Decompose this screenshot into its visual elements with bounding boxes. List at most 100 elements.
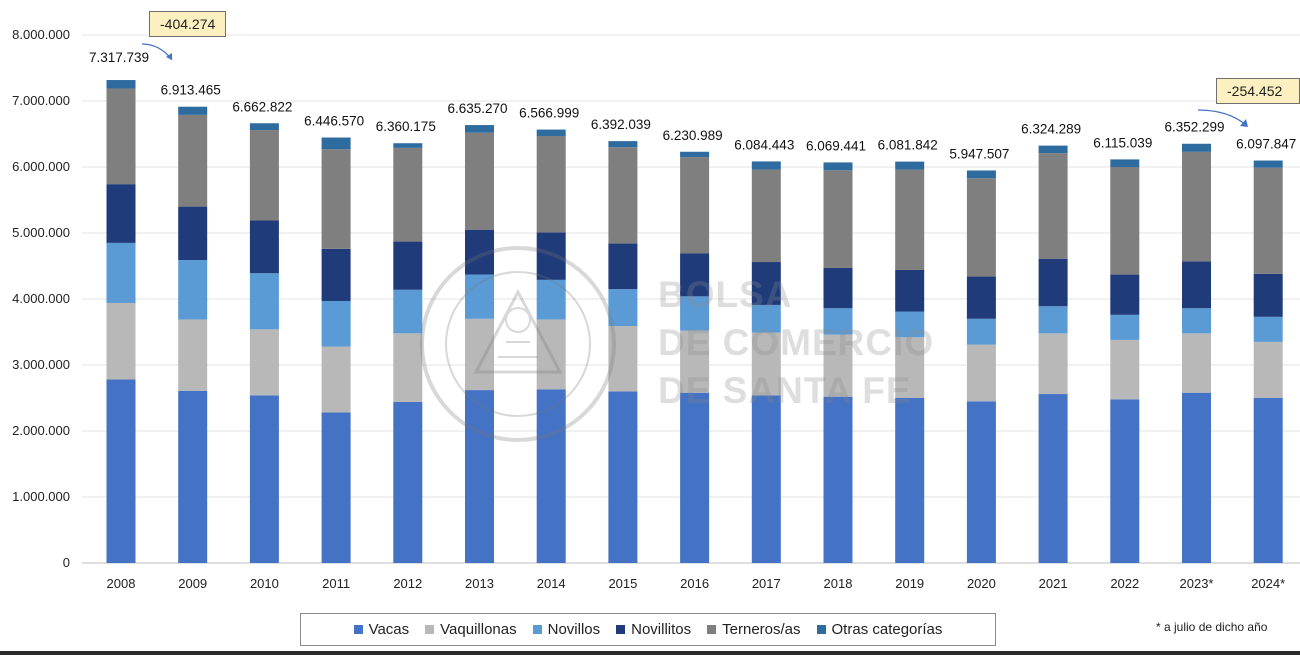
bar-segment — [178, 260, 208, 320]
legend-label: Vacas — [368, 621, 410, 638]
bar-segment — [823, 308, 853, 335]
bar-segment — [608, 289, 638, 327]
x-tick-label: 2009 — [178, 576, 207, 591]
bar-segment — [536, 389, 566, 563]
bar-segment — [823, 334, 853, 397]
bar-segment — [106, 184, 136, 243]
bar-segment — [608, 141, 638, 148]
bar-segment — [680, 151, 710, 158]
bar-segment — [680, 253, 710, 297]
bar-segment — [1038, 306, 1068, 334]
bar-segment — [536, 232, 566, 280]
legend-item-novillitos: Novillitos — [616, 621, 691, 638]
bar-segment — [608, 326, 638, 392]
bar-segment — [465, 274, 494, 319]
bar-segment — [249, 273, 279, 330]
bar-segment — [1182, 308, 1211, 334]
bar-segment — [1038, 394, 1068, 563]
bar-segment — [680, 157, 710, 254]
legend-swatch — [707, 625, 717, 634]
bar-segment — [249, 395, 279, 563]
callout-decrease-2008-2009: -404.274 — [149, 11, 227, 37]
y-tick-label: 6.000.000 — [12, 159, 70, 174]
legend-swatch — [425, 625, 435, 634]
bar-segment — [465, 390, 494, 563]
callout-decrease-2023-2024: -254.452 — [1216, 78, 1300, 104]
total-data-label: 6.069.441 — [806, 138, 866, 153]
total-data-label: 6.662.822 — [232, 99, 292, 114]
x-tick-label: 2016 — [680, 576, 709, 591]
bar-segment — [393, 401, 423, 563]
bar-segment — [106, 80, 136, 89]
bar-segment — [178, 319, 208, 391]
bar-segment — [106, 302, 136, 380]
bar-segment — [393, 289, 423, 334]
bar-segment — [1110, 399, 1140, 563]
legend-swatch — [816, 625, 826, 634]
total-data-label: 6.566.999 — [519, 106, 579, 121]
bar-segment — [966, 178, 996, 277]
bar-segment — [966, 170, 996, 179]
legend-label: Otras categorías — [831, 621, 943, 638]
bar-segment — [249, 130, 279, 221]
bar-segment — [751, 332, 781, 396]
bar-segment — [249, 329, 279, 396]
bar-segment — [1253, 160, 1283, 168]
x-tick-label: 2008 — [107, 576, 136, 591]
legend-swatch — [532, 625, 542, 634]
bar-segment — [1253, 316, 1283, 342]
bar-segment — [823, 162, 853, 171]
bar-segment — [1110, 274, 1140, 315]
bar-segment — [823, 170, 853, 268]
y-tick-label: 8.000.000 — [12, 27, 70, 42]
total-data-label: 6.097.847 — [1236, 137, 1296, 152]
bar-segment — [608, 243, 638, 290]
x-tick-label: 2022 — [1110, 576, 1139, 591]
bar-segment — [321, 300, 351, 347]
total-data-label: 6.446.570 — [304, 114, 364, 129]
bar-segment — [106, 379, 136, 563]
x-tick-label: 2017 — [752, 576, 781, 591]
x-tick-label: 2020 — [967, 576, 996, 591]
bar-segment — [895, 269, 925, 312]
bar-segment — [393, 143, 423, 148]
callout-arrowhead — [1240, 119, 1248, 127]
bar-segment — [1038, 258, 1068, 307]
total-data-label: 6.115.039 — [1093, 135, 1152, 150]
legend-label: Novillitos — [631, 621, 692, 638]
bar-segment — [321, 248, 351, 301]
y-tick-label: 4.000.000 — [12, 291, 70, 306]
legend-swatch — [616, 625, 626, 634]
bar-segment — [536, 129, 566, 136]
y-tick-label: 3.000.000 — [12, 357, 70, 372]
bar-segment — [393, 333, 423, 402]
bar-segment — [393, 147, 423, 242]
x-tick-label: 2023* — [1180, 576, 1214, 591]
bar-segment — [751, 304, 781, 333]
bar-segment — [1253, 341, 1283, 398]
legend-item-terneros: Terneros/as — [707, 621, 801, 638]
x-tick-label: 2014 — [537, 576, 566, 591]
y-tick-label: 7.000.000 — [12, 93, 70, 108]
x-tick-label: 2019 — [895, 576, 924, 591]
x-tick-label: 2021 — [1039, 576, 1068, 591]
total-data-label: 6.324.289 — [1021, 122, 1081, 137]
x-tick-label: 2024* — [1251, 576, 1285, 591]
bar-segment — [178, 390, 208, 563]
bar-segment — [178, 106, 208, 115]
bar-segment — [966, 344, 996, 402]
total-data-label: 6.230.989 — [663, 128, 723, 143]
bar-segment — [321, 149, 351, 249]
bar-segment — [1182, 261, 1211, 309]
stacked-bar-chart: 0 1.000.000 2.000.000 3.000.000 4.000.000 5.0… — [12, 27, 1300, 591]
total-data-label: 7.317.739 — [89, 50, 149, 65]
bar-segment — [966, 276, 996, 319]
bar-segment — [106, 242, 136, 303]
callout-arrowhead — [166, 53, 172, 60]
total-data-label: 6.084.443 — [734, 137, 794, 152]
total-data-label: 6.392.039 — [591, 117, 651, 132]
total-data-label: 6.081.842 — [878, 138, 938, 153]
bar-segment — [1182, 151, 1211, 262]
bar-segment — [321, 412, 351, 563]
chart-legend: Vacas Vaquillonas Novillos Novillitos Te… — [300, 613, 996, 646]
